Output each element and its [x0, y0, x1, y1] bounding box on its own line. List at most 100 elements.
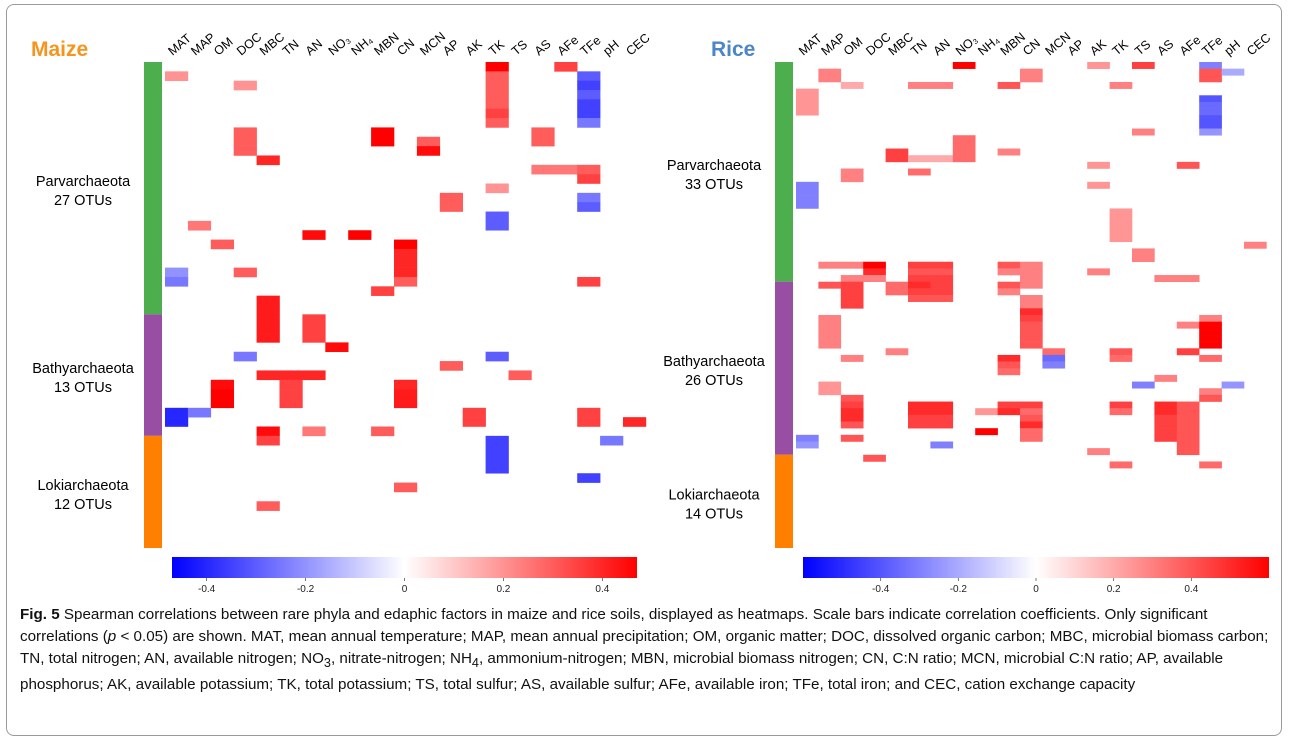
heatmap-cell — [1199, 388, 1222, 396]
colorbar-tick-label: -0.4 — [198, 584, 216, 595]
heatmap-cell — [256, 333, 280, 343]
heatmap-cell — [1132, 255, 1155, 263]
heatmap-cell — [1020, 408, 1043, 416]
heatmap-cell — [187, 407, 212, 418]
heatmap-cell — [840, 394, 864, 402]
heatmap-cell — [256, 295, 280, 306]
heatmap-cell — [997, 148, 1021, 156]
heatmap-cell — [930, 441, 954, 449]
heatmap-cell — [840, 401, 864, 409]
heatmap-cell — [256, 314, 280, 324]
heatmap-cell — [1020, 295, 1043, 302]
heatmap-cell — [1176, 408, 1200, 416]
group-bar — [144, 62, 162, 315]
heatmap-cell — [975, 408, 998, 416]
heatmap-cell — [485, 220, 509, 231]
heatmap-cell — [1154, 421, 1178, 429]
heatmap-cell — [485, 445, 509, 455]
heatmap-cell — [840, 414, 864, 422]
heatmap-cell — [1020, 281, 1043, 289]
heatmap-cell — [554, 164, 578, 175]
colorbar-tick-label: 0 — [1033, 584, 1039, 595]
colorbar-tick-label: -0.2 — [950, 584, 968, 595]
group-name: Bathyarchaeota — [32, 361, 135, 377]
heatmap-cell — [840, 281, 864, 289]
column-label: CEC — [1244, 31, 1273, 59]
colorbar-tick-label: 0.4 — [1184, 584, 1198, 595]
heatmap-cell — [818, 75, 842, 83]
column-label: AFe — [1177, 33, 1204, 58]
maize-heatmap-cells — [165, 62, 647, 511]
heatmap-cell — [908, 81, 931, 89]
caption-label: Fig. 5 — [20, 606, 60, 623]
heatmap-cell — [1199, 394, 1222, 402]
column-label: pH — [1222, 37, 1243, 58]
heatmap-cell — [1199, 341, 1222, 349]
heatmap-cell — [1221, 68, 1245, 76]
colorbar-tick-label: 0.2 — [1107, 584, 1121, 595]
caption-p-symbol: p — [107, 628, 117, 645]
heatmap-cell — [485, 99, 509, 110]
heatmap-cell — [1154, 374, 1178, 382]
caption-text-3: , nitrate-nitrogen; NH — [330, 650, 472, 667]
column-label: AK — [463, 36, 485, 58]
heatmap-cell — [796, 108, 819, 116]
figure-caption: Fig. 5 Spearman correlations between rar… — [20, 604, 1270, 696]
heatmap-cell — [256, 426, 280, 437]
heatmap-cell — [485, 90, 509, 100]
heatmap-cell — [1132, 381, 1155, 389]
heatmap-cell — [371, 136, 395, 147]
heatmap-cell — [279, 379, 303, 390]
heatmap-cell — [840, 175, 864, 183]
heatmap-cell — [885, 155, 909, 163]
heatmap-cell — [796, 434, 819, 442]
heatmap-cell — [1020, 414, 1043, 422]
column-label: NO₃ — [326, 32, 353, 58]
heatmap-cell — [302, 426, 326, 437]
heatmap-cell — [577, 276, 601, 287]
heatmap-cell — [908, 421, 931, 429]
heatmap-cell — [1020, 314, 1043, 322]
heatmap-cell — [577, 192, 601, 203]
heatmap-cell — [394, 239, 418, 250]
colorbar-tick-label: -0.2 — [297, 584, 315, 595]
heatmap-cell — [1199, 115, 1222, 123]
heatmap-cell — [302, 333, 326, 343]
heatmap-cell — [439, 361, 463, 371]
heatmap-cell — [930, 275, 954, 282]
column-label: MAP — [188, 30, 218, 58]
heatmap-cell — [930, 401, 954, 409]
heatmap-cell — [165, 417, 189, 427]
heatmap-cell — [863, 275, 886, 282]
heatmap-cell — [840, 275, 864, 282]
heatmap-cell — [997, 281, 1021, 289]
heatmap-cell — [930, 421, 954, 429]
heatmap-cell — [1042, 354, 1066, 362]
heatmap-cell — [1199, 334, 1222, 342]
column-label: TK — [1110, 37, 1132, 58]
heatmap-cell — [577, 118, 601, 128]
heatmap-cell — [1020, 268, 1043, 276]
column-label: TS — [509, 37, 530, 58]
heatmap-cell — [796, 181, 819, 189]
heatmap-cell — [863, 454, 886, 462]
heatmap-cell — [485, 211, 509, 222]
heatmap-cell — [439, 202, 463, 212]
heatmap-cell — [302, 370, 326, 381]
column-label: TK — [486, 37, 508, 58]
rice-heatmap-cells — [796, 62, 1267, 469]
heatmap-cell — [1199, 121, 1222, 129]
heatmap-cell — [462, 417, 486, 427]
heatmap-cell — [1020, 321, 1043, 329]
rice-group-labels: Parvarchaeota 33 OTUs Bathyarchaeota 26 OTU… — [663, 158, 766, 523]
heatmap-cell — [1199, 108, 1222, 116]
heatmap-cell — [531, 164, 555, 175]
heatmap-cell — [1020, 68, 1043, 76]
caption-sub-nh4: 4 — [471, 656, 479, 671]
rice-panel-title: Rice — [711, 38, 755, 61]
column-label: TS — [1132, 37, 1153, 58]
heatmap-cell — [485, 71, 509, 81]
heatmap-cell — [577, 71, 601, 81]
heatmap-cell — [930, 288, 954, 296]
